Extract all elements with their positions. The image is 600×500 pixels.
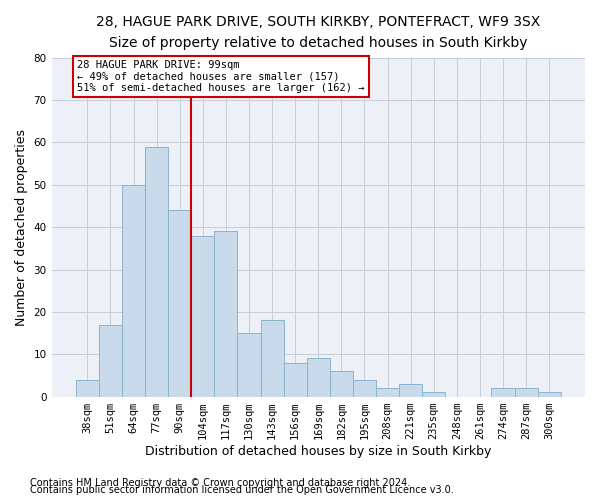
Bar xyxy=(330,371,353,396)
Bar xyxy=(422,392,445,396)
Bar xyxy=(76,380,99,396)
Bar xyxy=(491,388,515,396)
Text: 28 HAGUE PARK DRIVE: 99sqm
← 49% of detached houses are smaller (157)
51% of sem: 28 HAGUE PARK DRIVE: 99sqm ← 49% of deta… xyxy=(77,60,364,93)
Bar xyxy=(515,388,538,396)
Bar xyxy=(168,210,191,396)
Bar xyxy=(145,146,168,396)
Bar xyxy=(376,388,399,396)
Text: Contains public sector information licensed under the Open Government Licence v3: Contains public sector information licen… xyxy=(30,485,454,495)
Bar xyxy=(538,392,561,396)
Bar xyxy=(284,362,307,396)
X-axis label: Distribution of detached houses by size in South Kirkby: Distribution of detached houses by size … xyxy=(145,444,491,458)
Y-axis label: Number of detached properties: Number of detached properties xyxy=(15,128,28,326)
Text: Contains HM Land Registry data © Crown copyright and database right 2024.: Contains HM Land Registry data © Crown c… xyxy=(30,478,410,488)
Bar xyxy=(191,236,214,396)
Bar xyxy=(122,185,145,396)
Bar xyxy=(307,358,330,397)
Bar xyxy=(399,384,422,396)
Bar xyxy=(353,380,376,396)
Bar xyxy=(260,320,284,396)
Bar xyxy=(238,333,260,396)
Bar xyxy=(99,324,122,396)
Title: 28, HAGUE PARK DRIVE, SOUTH KIRKBY, PONTEFRACT, WF9 3SX
Size of property relativ: 28, HAGUE PARK DRIVE, SOUTH KIRKBY, PONT… xyxy=(96,15,541,50)
Bar xyxy=(214,232,238,396)
